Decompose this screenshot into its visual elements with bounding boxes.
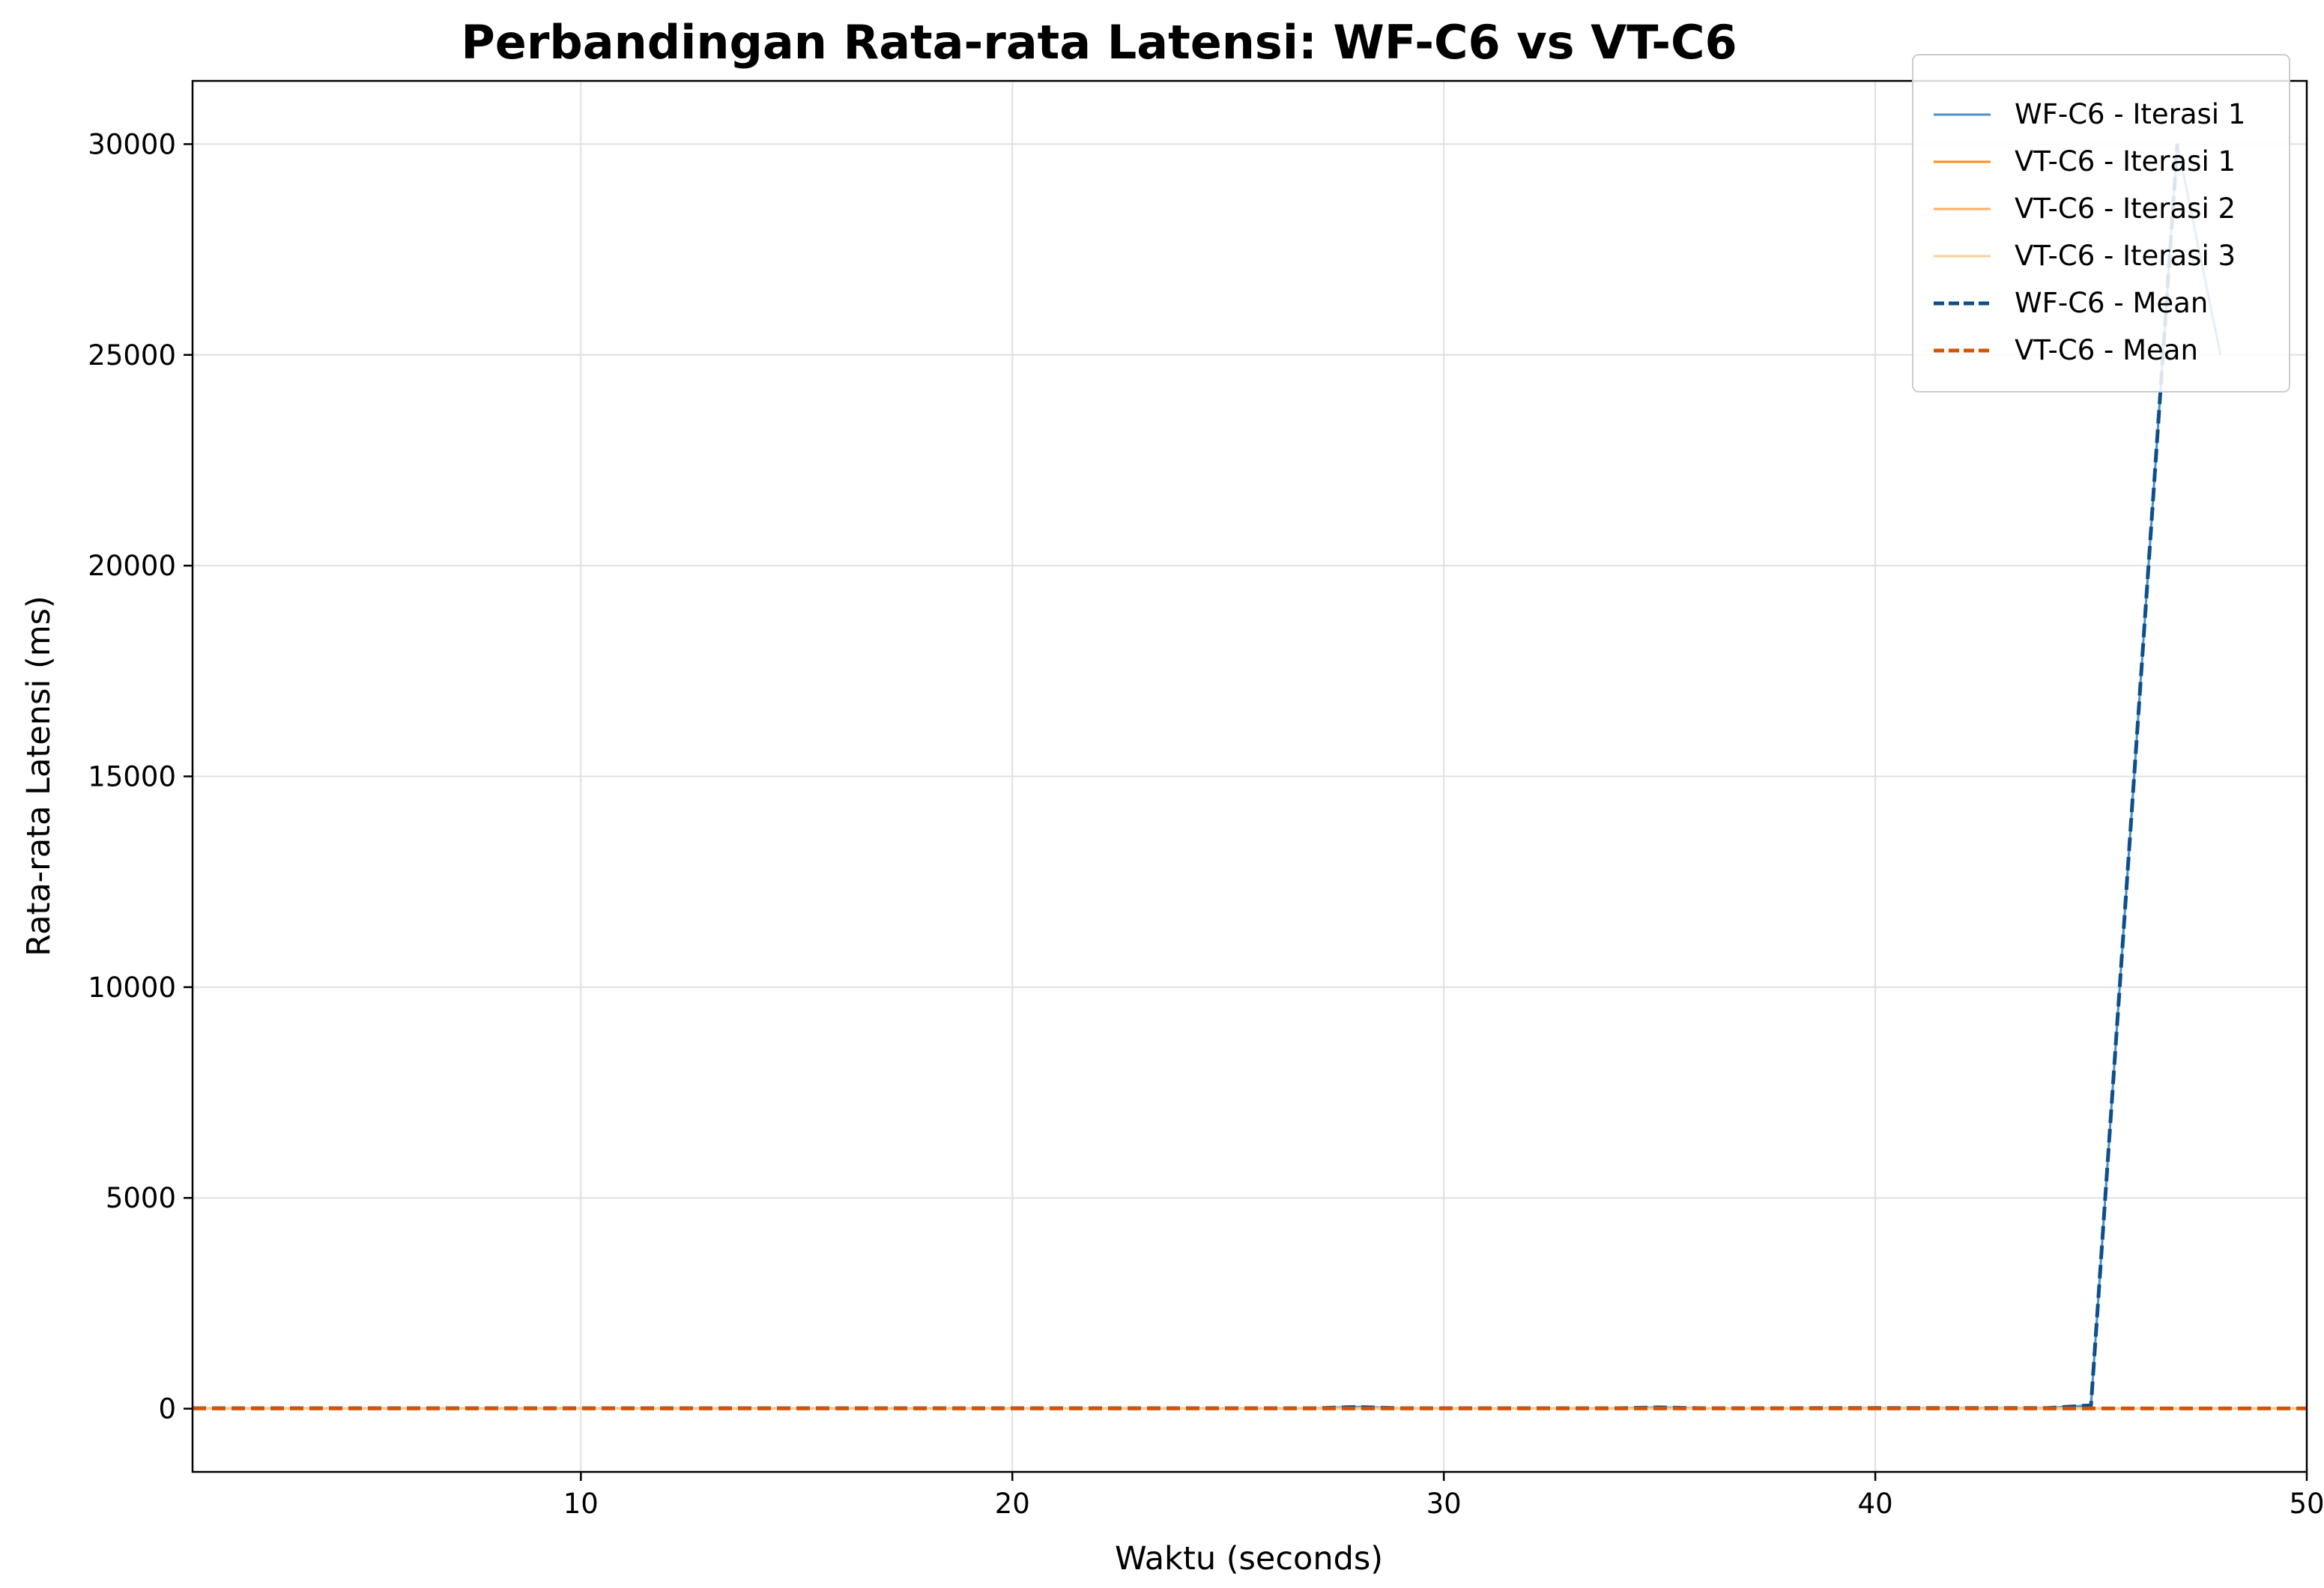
legend-label: VT-C6 - Mean — [2015, 334, 2198, 366]
x-tick-label: 40 — [1858, 1488, 1893, 1520]
chart-title: Perbandingan Rata-rata Latensi: WF-C6 vs… — [461, 15, 1737, 70]
legend-item: VT-C6 - Mean — [1934, 334, 2198, 366]
x-tick-label: 50 — [2289, 1488, 2324, 1520]
x-tick-label: 10 — [563, 1488, 599, 1520]
y-tick-label: 5000 — [106, 1182, 176, 1214]
y-tick-label: 15000 — [88, 761, 176, 793]
x-axis-label: Waktu (seconds) — [1115, 1540, 1383, 1578]
y-tick-label: 20000 — [88, 550, 176, 582]
legend-label: VT-C6 - Iterasi 2 — [2015, 193, 2236, 225]
y-axis-ticks: 0 5000 10000 15000 20000 25000 30000 — [88, 128, 193, 1425]
legend-item: WF-C6 - Mean — [1934, 287, 2208, 319]
x-tick-label: 20 — [995, 1488, 1030, 1520]
series-group — [193, 142, 2307, 1410]
legend-box — [1912, 54, 2290, 393]
x-axis-ticks: 10 20 30 40 50 — [563, 1472, 2324, 1520]
legend-label: VT-C6 - Iterasi 1 — [2015, 145, 2236, 178]
legend-label: WF-C6 - Mean — [2015, 287, 2208, 319]
y-tick-label: 10000 — [88, 972, 176, 1004]
y-tick-label: 0 — [158, 1393, 176, 1425]
legend-item: WF-C6 - Iterasi 1 — [1934, 98, 2245, 130]
legend-label: WF-C6 - Iterasi 1 — [2015, 98, 2245, 130]
legend: WF-C6 - Iterasi 1 VT-C6 - Iterasi 1 VT-C6 … — [1912, 54, 2290, 393]
legend-item: VT-C6 - Iterasi 1 — [1934, 145, 2236, 178]
y-tick-label: 30000 — [88, 128, 176, 160]
y-axis-label: Rata-rata Latensi (ms) — [20, 596, 58, 957]
x-tick-label: 30 — [1426, 1488, 1462, 1520]
legend-item: VT-C6 - Iterasi 2 — [1934, 193, 2236, 225]
legend-label: VT-C6 - Iterasi 3 — [2015, 240, 2236, 272]
legend-item: VT-C6 - Iterasi 3 — [1934, 240, 2236, 272]
y-tick-label: 25000 — [88, 339, 176, 372]
